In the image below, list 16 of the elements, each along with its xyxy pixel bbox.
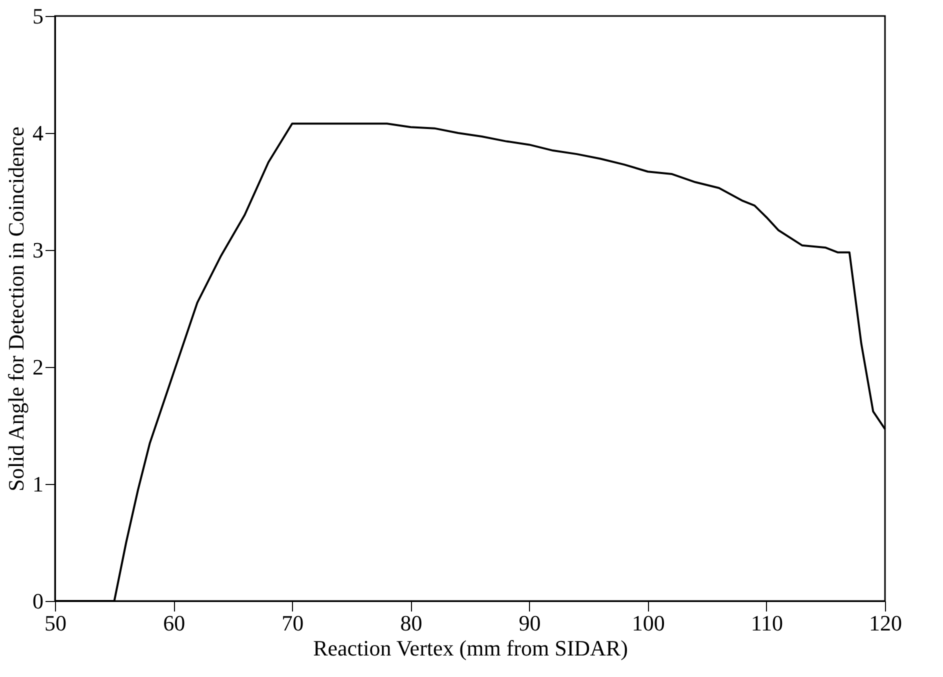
x-axis-title: Reaction Vertex (mm from SIDAR) xyxy=(313,636,628,660)
y-tick-label: 1 xyxy=(32,472,44,496)
x-tick-label: 70 xyxy=(282,610,304,636)
x-tick-label: 60 xyxy=(163,610,186,636)
x-tick-label: 100 xyxy=(632,610,665,636)
y-tick-label: 0 xyxy=(32,588,44,614)
y-tick-label: 4 xyxy=(32,120,44,146)
x-tick-label: 120 xyxy=(869,610,902,636)
x-tick-label: 50 xyxy=(44,610,66,636)
y-tick-label: 5 xyxy=(32,4,44,28)
y-tick-label: 3 xyxy=(32,238,44,262)
x-tick-label: 110 xyxy=(750,610,784,636)
y-axis-title: Solid Angle for Detection in Coincidence xyxy=(4,126,28,492)
y-tick-label: 2 xyxy=(32,354,44,380)
x-tick-label: 90 xyxy=(518,610,541,636)
x-tick-label: 80 xyxy=(400,610,422,636)
